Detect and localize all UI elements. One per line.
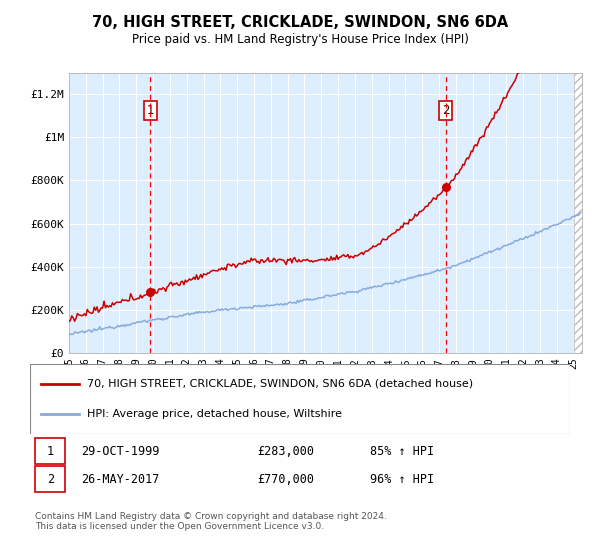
FancyBboxPatch shape [35,466,65,492]
Text: 70, HIGH STREET, CRICKLADE, SWINDON, SN6 6DA: 70, HIGH STREET, CRICKLADE, SWINDON, SN6… [92,15,508,30]
Text: 1: 1 [146,104,154,117]
Text: £283,000: £283,000 [257,445,314,458]
Text: 1: 1 [47,445,54,458]
Text: HPI: Average price, detached house, Wiltshire: HPI: Average price, detached house, Wilt… [86,409,342,419]
Text: 26-MAY-2017: 26-MAY-2017 [82,473,160,486]
FancyBboxPatch shape [30,364,570,434]
Text: Price paid vs. HM Land Registry's House Price Index (HPI): Price paid vs. HM Land Registry's House … [131,32,469,46]
Text: 29-OCT-1999: 29-OCT-1999 [82,445,160,458]
Text: Contains HM Land Registry data © Crown copyright and database right 2024.
This d: Contains HM Land Registry data © Crown c… [35,511,387,531]
Text: 70, HIGH STREET, CRICKLADE, SWINDON, SN6 6DA (detached house): 70, HIGH STREET, CRICKLADE, SWINDON, SN6… [86,379,473,389]
Text: 96% ↑ HPI: 96% ↑ HPI [370,473,434,486]
Text: £770,000: £770,000 [257,473,314,486]
Text: 85% ↑ HPI: 85% ↑ HPI [370,445,434,458]
FancyBboxPatch shape [35,438,65,464]
Text: 2: 2 [47,473,54,486]
Text: 2: 2 [442,104,449,117]
